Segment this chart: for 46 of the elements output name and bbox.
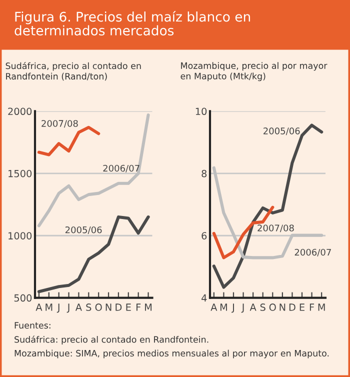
x-tick-label: A	[250, 304, 256, 311]
x-tick-label: M	[220, 304, 227, 311]
text: Sudáfrica: precio al contado en Randfontein.	[14, 336, 208, 344]
x-tick-label: A	[36, 304, 42, 311]
x-tick-label: J	[56, 304, 60, 313]
x-tick-label: D	[116, 304, 122, 311]
x-tick-label: J	[66, 304, 70, 313]
x-tick-label: E	[300, 304, 304, 311]
x-tick-label: E	[126, 304, 131, 311]
x-tick-label: S	[86, 304, 92, 311]
chart-subtitle: Mozambique, precio al por mayor en Maputo (Mtk/kg)	[180, 62, 328, 82]
chart-subtitle: Sudáfrica, precio al contado en Randfontein (Rand/ton)	[6, 62, 141, 81]
y-tick-label: 1500	[8, 170, 32, 178]
y-tick-label: 8	[202, 170, 207, 178]
y-tick-label: 10	[196, 108, 207, 116]
series-label: 2007/08	[258, 224, 294, 232]
x-tick-label: M	[318, 304, 325, 311]
line-series	[37, 215, 150, 294]
series-label: 2006/07	[103, 164, 140, 172]
x-tick-label: A	[210, 304, 218, 311]
x-tick-label: S	[260, 304, 266, 311]
chart-title: Figura 6. Precios del maíz blanco en determinados mercados	[14, 10, 250, 36]
y-tick-label: 6	[202, 232, 207, 240]
y-tick-label: 500	[14, 294, 32, 302]
series-label: 2005/06	[65, 226, 102, 234]
x-tick-label: D	[289, 304, 296, 311]
x-tick-label: N	[280, 304, 286, 311]
y-tick-label: 4	[202, 294, 207, 302]
x-tick-label: J	[241, 304, 244, 313]
x-tick-label: J	[232, 304, 234, 313]
x-tick-label: M	[46, 304, 52, 311]
series-label: 2005/06	[264, 128, 300, 136]
x-tick-label: O	[95, 304, 102, 311]
x-tick-label: F	[136, 304, 141, 311]
series-label: 2007/08	[42, 120, 78, 128]
series-label: 2006/07	[294, 248, 331, 256]
line-series	[37, 113, 150, 228]
x-tick-label: F	[310, 304, 314, 311]
text: Mozambique: SIMA, precios medios mensuales al por mayor en Maputo.	[14, 350, 329, 358]
y-tick-label: 2000	[8, 108, 32, 116]
x-tick-label: O	[269, 304, 276, 311]
x-tick-label: A	[75, 304, 82, 311]
source-note: Fuentes:	[14, 322, 50, 329]
y-tick-label: 1000	[8, 232, 32, 240]
x-tick-label: M	[145, 304, 152, 311]
x-tick-label: N	[106, 304, 112, 311]
